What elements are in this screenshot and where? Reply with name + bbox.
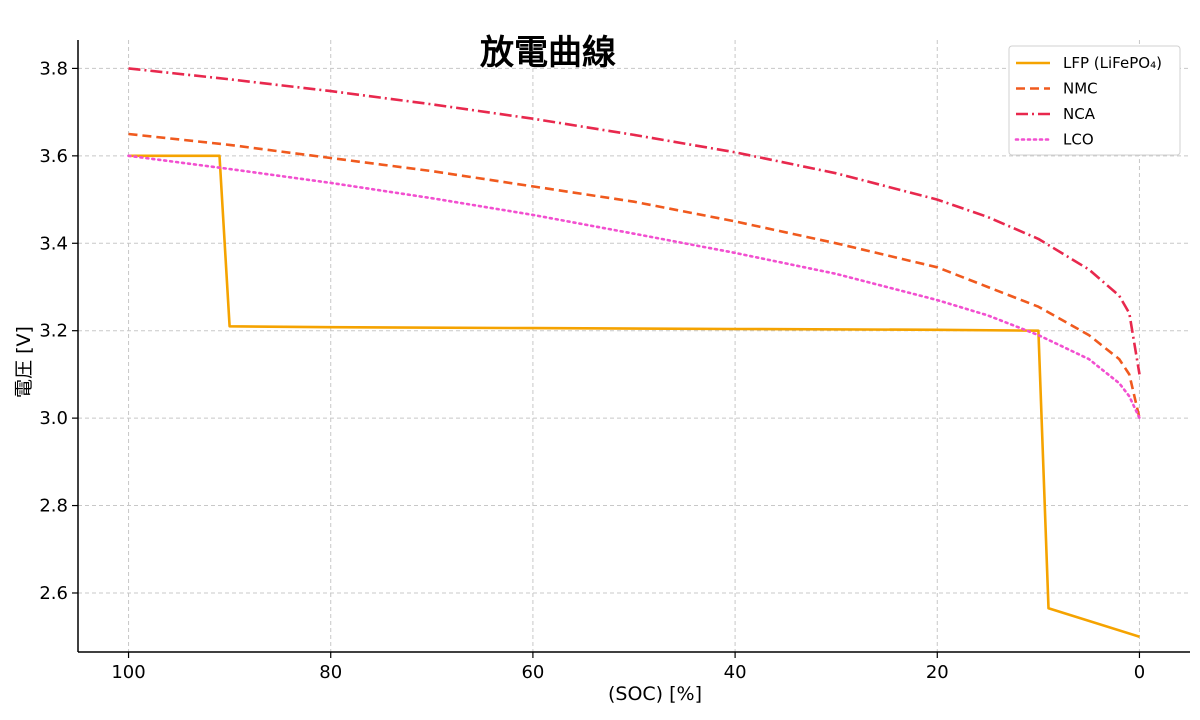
y-axis-label: 電圧 [V]: [13, 326, 35, 398]
tick-labels: 100 80 60 40 20 0 2.6 2.8 3.0 3.2 3.4 3.6 3.8: [39, 58, 1145, 683]
legend: LFP (LiFePO₄) NMC NCA LCO: [1008, 45, 1181, 156]
legend-label: LCO: [1063, 131, 1094, 149]
y-tick-label: 2.8: [39, 496, 68, 517]
series-line-lfp: [128, 154, 1140, 638]
legend-label: NMC: [1063, 80, 1098, 98]
series-line-nca: [128, 67, 1141, 375]
x-tick-label: 40: [724, 662, 747, 683]
legend-label: NCA: [1063, 105, 1096, 123]
y-tick-label: 3.2: [39, 321, 68, 342]
axes: [77, 40, 1190, 653]
chart-title: 放電曲線: [480, 33, 616, 73]
legend-box: [1008, 45, 1181, 156]
x-tick-label: 80: [319, 662, 342, 683]
x-tick-label: 60: [521, 662, 544, 683]
x-axis-label: (SOC) [%]: [608, 683, 702, 705]
series-line-nmc: [128, 132, 1141, 419]
x-tick-label: 100: [111, 662, 145, 683]
x-tick-label: 20: [926, 662, 949, 683]
grid: [78, 40, 1190, 652]
y-tick-label: 3.8: [39, 58, 68, 79]
y-tick-label: 3.6: [39, 146, 68, 167]
y-tick-label: 2.6: [39, 583, 68, 604]
series-lines: [127, 67, 1141, 638]
y-tick-label: 3.4: [39, 233, 68, 254]
x-tick-label: 0: [1134, 662, 1145, 683]
series-line-lco: [127, 154, 1141, 420]
y-tick-label: 3.0: [39, 408, 68, 429]
legend-label: LFP (LiFePO₄): [1063, 54, 1162, 72]
